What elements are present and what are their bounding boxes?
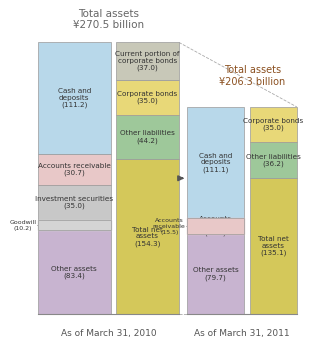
Bar xyxy=(187,234,244,314)
Bar xyxy=(38,154,111,185)
Text: Total assets
¥270.5 billion: Total assets ¥270.5 billion xyxy=(73,9,144,30)
Text: Corporate bonds
(35.0): Corporate bonds (35.0) xyxy=(117,90,178,104)
Text: Goodwill
(10.2): Goodwill (10.2) xyxy=(9,220,36,230)
Bar xyxy=(187,107,244,218)
Bar xyxy=(116,42,179,80)
Text: Total assets
¥206.3 billion: Total assets ¥206.3 billion xyxy=(219,65,285,87)
Text: Cash and
deposits
(111.2): Cash and deposits (111.2) xyxy=(58,88,91,108)
Text: Other assets
(79.7): Other assets (79.7) xyxy=(193,267,239,281)
Text: Total net
assets
(135.1): Total net assets (135.1) xyxy=(258,236,289,256)
Text: Total net
assets
(154.3): Total net assets (154.3) xyxy=(132,227,163,247)
Bar xyxy=(116,80,179,115)
Bar xyxy=(187,218,244,234)
Text: Other liabilities
(36.2): Other liabilities (36.2) xyxy=(246,154,301,167)
Text: Accounts
receivable
(15.5): Accounts receivable (15.5) xyxy=(153,218,186,235)
Bar xyxy=(250,178,297,314)
Bar xyxy=(116,159,179,314)
Bar xyxy=(38,220,111,230)
Bar xyxy=(38,230,111,314)
Text: Other liabilities
(44.2): Other liabilities (44.2) xyxy=(120,130,175,144)
Text: Accounts
receivable
(15.5): Accounts receivable (15.5) xyxy=(197,216,234,236)
Bar xyxy=(38,185,111,220)
Text: Accounts receivable
(30.7): Accounts receivable (30.7) xyxy=(38,163,111,176)
Text: Investment securities
(35.0): Investment securities (35.0) xyxy=(35,196,113,209)
Bar xyxy=(38,220,111,230)
Text: Cash and
deposits
(111.1): Cash and deposits (111.1) xyxy=(199,153,232,173)
Text: As of March 31, 2010: As of March 31, 2010 xyxy=(60,329,156,338)
Bar xyxy=(187,218,244,234)
Bar xyxy=(250,142,297,178)
Text: Current portion of
corporate bonds
(37.0): Current portion of corporate bonds (37.0… xyxy=(115,51,180,71)
Bar xyxy=(38,42,111,154)
Bar xyxy=(187,218,244,234)
Text: As of March 31, 2011: As of March 31, 2011 xyxy=(194,329,290,338)
Text: Corporate bonds
(35.0): Corporate bonds (35.0) xyxy=(243,118,303,131)
Bar xyxy=(38,220,111,230)
Bar xyxy=(116,115,179,159)
Text: Other assets
(83.4): Other assets (83.4) xyxy=(51,266,97,279)
Bar xyxy=(250,107,297,142)
